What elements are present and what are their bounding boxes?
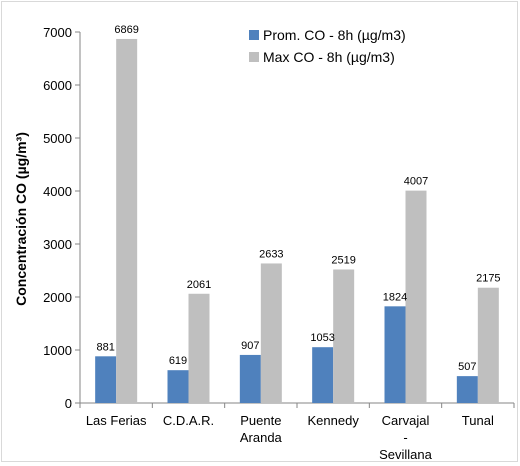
bar-prom — [456, 376, 478, 403]
bar-max — [260, 263, 282, 403]
data-label: 2061 — [187, 279, 211, 291]
x-tick-label: C.D.A.R. — [163, 413, 214, 428]
bar-max — [116, 38, 138, 404]
bar-prom — [95, 356, 117, 403]
y-tick-label: 3000 — [43, 237, 72, 252]
y-tick-label: 5000 — [43, 131, 72, 146]
x-tick-label: Puente — [240, 413, 281, 428]
data-label: 907 — [241, 340, 259, 352]
data-label: 2175 — [476, 273, 500, 285]
legend-swatch — [249, 30, 259, 40]
data-label: 507 — [458, 361, 476, 373]
bar-max — [477, 287, 499, 403]
bar-max — [188, 293, 210, 403]
data-label: 2519 — [331, 254, 355, 266]
data-label: 881 — [96, 341, 114, 353]
data-label: 2633 — [259, 248, 283, 260]
x-tick-label: - — [403, 430, 407, 445]
y-tick-label: 6000 — [43, 78, 72, 93]
x-tick-label: Carvajal — [382, 413, 430, 428]
data-label: 619 — [169, 355, 187, 367]
y-axis-title: Concentración CO (µg/m³) — [13, 132, 29, 306]
x-tick-label: Sevillana — [379, 447, 433, 461]
bar-max — [333, 269, 355, 403]
co-concentration-chart: 0 1000 2000 3000 4000 5000 6000 7000 Las Ferias C… — [13, 24, 515, 462]
x-tick-label: Aranda — [240, 430, 283, 445]
y-tick-label: 2000 — [43, 290, 72, 305]
data-label: 6869 — [114, 24, 138, 36]
bar-prom — [239, 354, 261, 403]
y-tick-label: 1000 — [43, 343, 72, 358]
y-tick-label: 0 — [65, 396, 72, 411]
data-label: 1053 — [310, 332, 334, 344]
bar-prom — [312, 347, 334, 403]
legend-label: Prom. CO - 8h (µg/m3) — [263, 27, 406, 43]
x-tick-label: Tunal — [462, 413, 494, 428]
bar-max — [405, 190, 427, 403]
bar-prom — [167, 370, 189, 403]
y-tick-label: 7000 — [43, 25, 72, 40]
y-tick-label: 4000 — [43, 184, 72, 199]
bar-prom — [384, 306, 406, 403]
x-tick-label: Kennedy — [308, 413, 360, 428]
legend-label: Max CO - 8h (µg/m3) — [263, 49, 395, 65]
x-tick-label: Las Ferias — [86, 413, 147, 428]
data-label: 4007 — [404, 176, 428, 188]
data-label: 1824 — [383, 291, 407, 303]
legend-swatch — [249, 52, 259, 62]
